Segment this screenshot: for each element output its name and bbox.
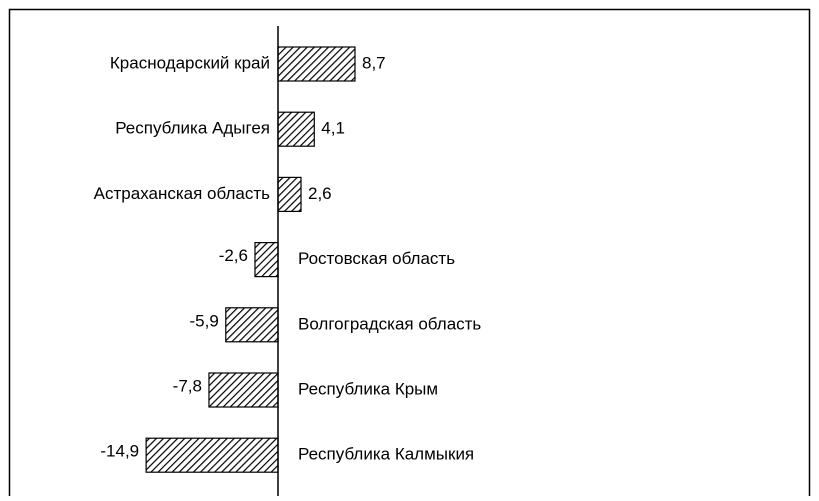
value-label: -7,8 <box>173 376 202 395</box>
value-label: -14,9 <box>100 442 139 461</box>
category-label: Астраханская область <box>94 184 270 203</box>
category-label: Республика Адыгея <box>115 119 270 138</box>
category-label: Республика Крым <box>298 379 438 398</box>
bar <box>254 242 279 278</box>
category-label: Ростовская область <box>298 249 455 268</box>
value-label: 2,6 <box>308 184 332 203</box>
bar <box>277 46 356 82</box>
value-label: -5,9 <box>189 311 218 330</box>
category-label: Республика Калмыкия <box>298 445 474 464</box>
value-label: 4,1 <box>321 119 345 138</box>
category-label: Краснодарский край <box>110 53 270 72</box>
value-label: -2,6 <box>219 246 248 265</box>
bar <box>225 307 279 343</box>
bar <box>277 111 315 147</box>
bar <box>208 372 279 408</box>
bar <box>145 437 279 473</box>
bar <box>277 176 302 212</box>
category-label: Волгоградская область <box>298 314 481 333</box>
value-label: 8,7 <box>362 53 386 72</box>
frame <box>8 8 811 501</box>
